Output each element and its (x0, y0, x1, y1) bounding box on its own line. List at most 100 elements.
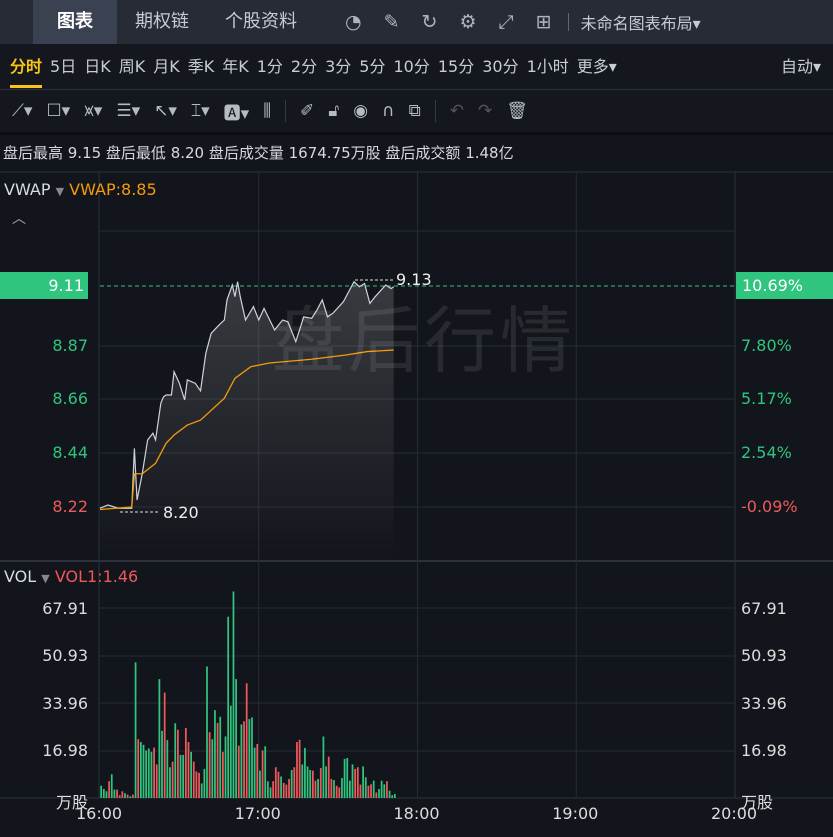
period-bar: 分时 5日 日K 周K 月K 季K 年K 1分 2分 3分 5分 10分 15分 30分 1小时 更多▾ (0, 44, 833, 90)
volume-bar (301, 764, 304, 798)
volume-bar (290, 770, 293, 798)
volume-bar (264, 746, 267, 798)
volume-bar (147, 748, 150, 798)
volume-bar (248, 719, 251, 798)
volume-bar (229, 705, 232, 798)
period-tab[interactable]: 15分 (437, 56, 475, 76)
grid-icon[interactable]: ⊞ (535, 11, 552, 33)
volume-bar (298, 739, 301, 798)
period-tab[interactable]: 1小时 (526, 56, 569, 76)
volume-bar (166, 740, 169, 798)
period-tab[interactable]: 5日 (50, 56, 77, 76)
tab-chart[interactable]: 图表 (33, 0, 117, 44)
eye-icon[interactable]: ◉ (353, 101, 369, 121)
volume-bar (306, 766, 309, 798)
volume-bar (293, 767, 296, 798)
gear-icon[interactable]: ⚙ (459, 11, 477, 33)
undo-icon[interactable]: ↶ (449, 101, 464, 121)
unlock-icon[interactable]: 🔓︎ (328, 101, 340, 121)
magnet-icon[interactable]: ∩ (382, 101, 395, 121)
redo-icon[interactable]: ↷ (477, 101, 493, 121)
period-tab[interactable]: 30分 (482, 56, 519, 76)
vwap-line (99, 349, 394, 511)
period-tab[interactable]: 年K (222, 56, 249, 76)
volume-bar (383, 784, 386, 798)
vol-indicator-label[interactable]: VOL ▼ VOL1:1.46 (4, 567, 139, 586)
volume-bar (251, 717, 253, 798)
auto-scale-dropdown[interactable]: 自动▾ (780, 57, 821, 76)
volume-bar (222, 751, 224, 798)
volume-bar (214, 710, 216, 798)
after-hours-summary: 盘后最高 9.15 盘后最低 8.20 盘后成交量 1674.75万股 盘后成交… (3, 144, 514, 162)
volume-bar (393, 794, 396, 798)
vol-tick: 16.98 (741, 741, 787, 760)
volume-bar (240, 724, 243, 798)
volume-bar (304, 747, 306, 798)
clone-icon[interactable]: ⧉ (408, 101, 421, 121)
price-tick: 8.87 (52, 336, 88, 355)
volume-bar (349, 780, 351, 798)
volume-bar (388, 790, 391, 798)
tab-option-chain[interactable]: 期权链 (135, 11, 189, 32)
arrow-tool-icon[interactable]: ↖▾ (154, 101, 177, 121)
measure-tool-icon[interactable]: ⌶▾ (190, 101, 210, 121)
period-tab[interactable]: 季K (187, 56, 215, 76)
trash-icon[interactable]: 🗑︎ (506, 101, 528, 121)
fib-tool-icon[interactable]: ☰▾ (116, 101, 141, 121)
period-tab[interactable]: 更多▾ (576, 56, 617, 76)
volume-bar (169, 767, 171, 798)
price-tick: 8.44 (52, 443, 88, 462)
volume-bar (129, 796, 132, 798)
volume-bar (261, 750, 264, 798)
vol-tick: 16.98 (42, 741, 88, 760)
volume-bar (161, 730, 163, 798)
volume-bar (203, 768, 206, 798)
volume-bar (208, 732, 211, 798)
rect-tool-icon[interactable]: ☐▾ (46, 101, 71, 121)
period-tab[interactable]: 10分 (393, 56, 430, 76)
volume-bar (198, 772, 200, 798)
period-tab[interactable]: 2分 (290, 56, 318, 76)
period-tab[interactable]: 3分 (325, 56, 352, 76)
period-tab[interactable]: 5分 (359, 56, 386, 76)
volume-bar (359, 784, 362, 798)
vwap-indicator-label[interactable]: VWAP ▼ VWAP:8.85 (4, 180, 157, 199)
vol-tick: 50.93 (741, 646, 787, 665)
gauge-icon[interactable]: ◔ (345, 11, 362, 33)
pattern-tool-icon[interactable]: ⩙▾ (84, 101, 103, 121)
volume-bar (206, 666, 208, 798)
tab-stock-profile[interactable]: 个股资料 (225, 11, 297, 32)
price-tick: 8.66 (52, 389, 88, 408)
text-tool-icon[interactable]: 🅰▾ (223, 103, 250, 124)
volume-bar (126, 794, 129, 798)
price-tick: 8.22 (52, 497, 88, 516)
volume-bar (142, 744, 145, 798)
period-tab[interactable]: 周K (118, 56, 146, 76)
volume-bar (182, 754, 185, 798)
time-tick: 16:00 (76, 804, 123, 823)
price-area (100, 281, 394, 560)
line-tool-icon[interactable]: ⟋▾ (12, 101, 33, 121)
volume-bar (386, 781, 388, 798)
volume-bar (108, 781, 110, 798)
volume-bar (113, 789, 116, 798)
period-tab[interactable]: 月K (153, 56, 180, 76)
layout-dropdown[interactable]: 未命名图表布局▾ (580, 14, 701, 33)
pen-icon[interactable]: ✐ (300, 101, 315, 121)
period-tab[interactable]: 日K (84, 56, 111, 76)
collapse-icon[interactable]: ︿ (12, 211, 26, 227)
period-tab[interactable]: 1分 (256, 56, 283, 76)
time-tick: 17:00 (234, 804, 281, 823)
vol-tick: 33.96 (741, 694, 787, 713)
volume-bar (319, 768, 322, 798)
edit-icon[interactable]: ✎ (383, 11, 400, 33)
volume-bar (280, 776, 282, 798)
vol-tick: 67.91 (42, 599, 88, 618)
candle-tool-icon[interactable]: ⫼ (263, 101, 272, 121)
fullscreen-icon[interactable]: ⤢ (498, 11, 514, 33)
volume-bar (153, 747, 155, 798)
refresh-icon[interactable]: ↻ (421, 11, 438, 33)
volume-bar (102, 789, 105, 798)
period-tab[interactable]: 分时 (10, 44, 43, 90)
